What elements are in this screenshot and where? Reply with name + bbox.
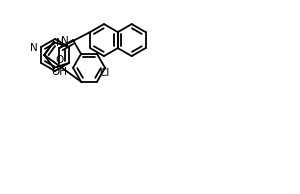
Text: Cl: Cl (99, 68, 110, 78)
Text: N: N (61, 36, 69, 46)
Text: N: N (30, 43, 38, 53)
Text: OH: OH (51, 67, 67, 77)
Text: N: N (56, 38, 63, 48)
Text: O: O (56, 55, 64, 65)
